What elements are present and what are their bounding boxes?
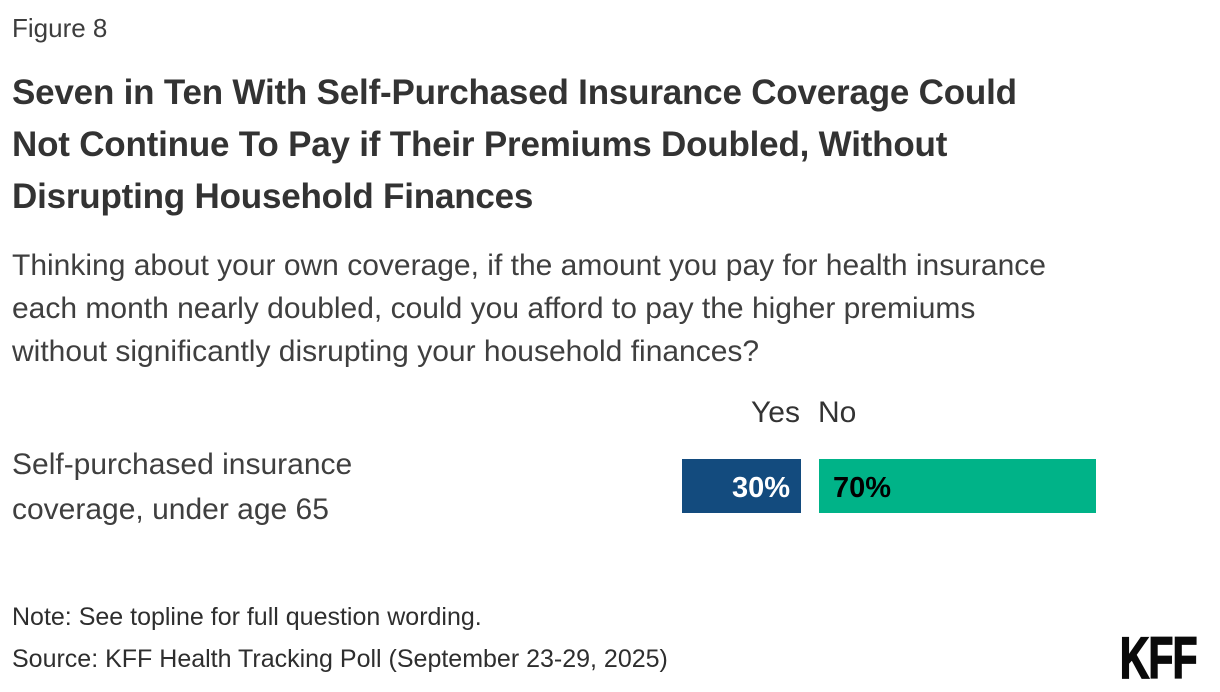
- bar-no-value-label: 70%: [833, 471, 892, 504]
- source-text: Source: KFF Health Tracking Poll (Septem…: [12, 645, 668, 673]
- note-text: Note: See topline for full question word…: [12, 603, 482, 631]
- bar-yes: 30%: [682, 459, 801, 513]
- figure-label: Figure 8: [12, 13, 108, 43]
- kff-logo: KFF: [1120, 626, 1199, 691]
- chart-title: Seven in Ten With Self-Purchased Insuran…: [12, 67, 1017, 223]
- category-label-line: Self-purchased insurance: [12, 448, 353, 481]
- legend-no-label: No: [818, 396, 857, 429]
- chart-subtitle: Thinking about your own coverage, if the…: [12, 244, 1046, 373]
- category-label: Self-purchased insurance coverage, under…: [12, 442, 352, 532]
- chart-subtitle-line: each month nearly doubled, could you aff…: [12, 292, 976, 325]
- legend-yes-label: Yes: [751, 396, 800, 429]
- chart-title-line: Disrupting Household Finances: [12, 177, 534, 216]
- chart-subtitle-line: without significantly disrupting your ho…: [12, 335, 760, 368]
- chart-title-line: Not Continue To Pay if Their Premiums Do…: [12, 125, 948, 164]
- bar-no: 70%: [819, 459, 1096, 513]
- chart-title-line: Seven in Ten With Self-Purchased Insuran…: [12, 73, 1017, 112]
- chart-subtitle-line: Thinking about your own coverage, if the…: [12, 249, 1046, 282]
- category-label-line: coverage, under age 65: [12, 493, 329, 526]
- bar-yes-value-label: 30%: [731, 471, 790, 504]
